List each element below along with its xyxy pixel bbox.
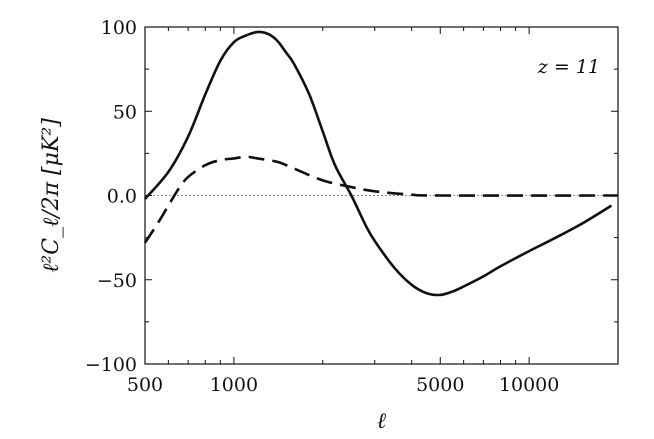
x-tick-label: 1000 <box>210 374 258 396</box>
redshift-annotation: z = 11 <box>537 56 600 78</box>
x-axis-label: ℓ <box>377 409 387 434</box>
y-tick-label: 50 <box>113 101 137 123</box>
y-tick-label: −100 <box>85 354 137 376</box>
series-dashed-line <box>143 155 619 244</box>
y-tick-label: −50 <box>97 270 137 292</box>
axis-ticks <box>144 26 618 365</box>
series-layer <box>143 30 619 297</box>
y-tick-label: 0.0 <box>107 186 137 208</box>
y-axis-label: ℓ²C_ℓ/2π [μK²] <box>39 118 64 273</box>
x-tick-label: 10000 <box>499 374 559 396</box>
x-tick-label: 5000 <box>416 374 464 396</box>
series-solid-line <box>144 30 613 297</box>
y-tick-label: 100 <box>101 17 137 39</box>
x-tick-label: 500 <box>127 374 163 396</box>
